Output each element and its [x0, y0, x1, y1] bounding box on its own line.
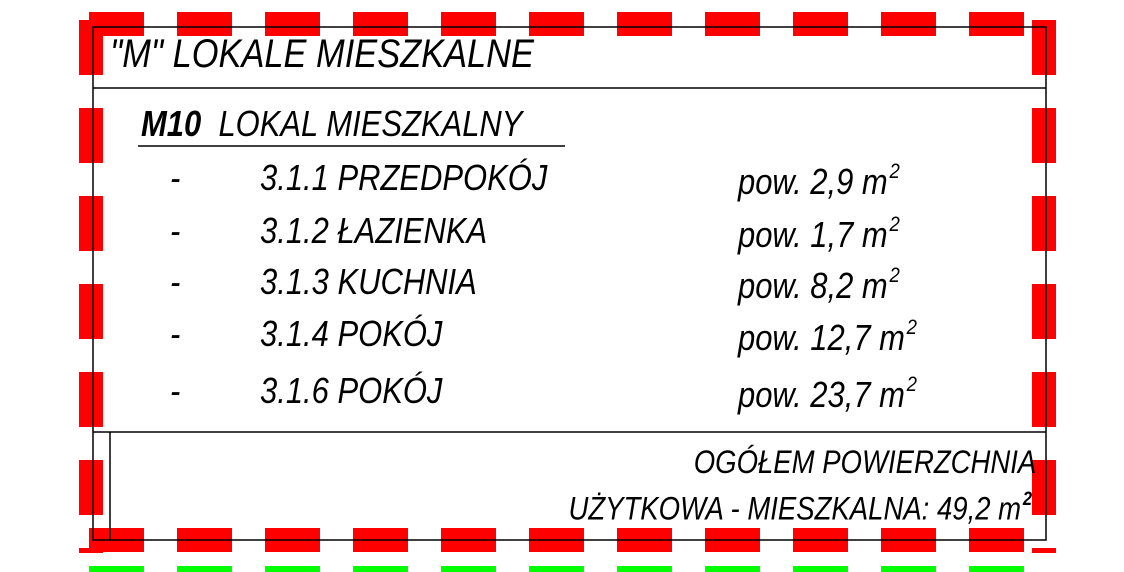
- room-area: pow. 1,7 m2: [738, 211, 900, 256]
- room-bullet: -: [170, 210, 181, 251]
- unit-label: LOKAL MIESZKALNY: [218, 103, 523, 144]
- unit-heading: M10 LOKAL MIESZKALNY: [141, 106, 522, 142]
- room-name: 3.1.4 POKÓJ: [260, 313, 443, 354]
- room-bullet: -: [170, 157, 181, 198]
- room-bullet: -: [170, 261, 181, 302]
- room-name: 3.1.1 PRZEDPOKÓJ: [260, 157, 548, 198]
- room-area: pow. 12,7 m2: [738, 314, 918, 359]
- room-bullet: -: [170, 313, 181, 354]
- unit-code: M10: [141, 103, 202, 144]
- room-name: 3.1.3 KUCHNIA: [260, 261, 477, 302]
- total-label-line2: UŻYTKOWA - MIESZKALNA: 49,2 m2: [568, 489, 1032, 527]
- total-label-line1: OGÓŁEM POWIERZCHNIA: [693, 444, 1036, 480]
- table-lines: [92, 26, 1047, 541]
- table-title: "M" LOKALE MIESZKALNE: [110, 32, 534, 76]
- table-outline: [92, 26, 1047, 541]
- room-area: pow. 2,9 m2: [738, 158, 900, 203]
- room-area: pow. 8,2 m2: [738, 262, 900, 307]
- room-name: 3.1.6 POKÓJ: [260, 370, 443, 411]
- room-area: pow. 23,7 m2: [738, 371, 918, 416]
- room-bullet: -: [170, 370, 181, 411]
- room-name: 3.1.2 ŁAZIENKA: [260, 210, 488, 251]
